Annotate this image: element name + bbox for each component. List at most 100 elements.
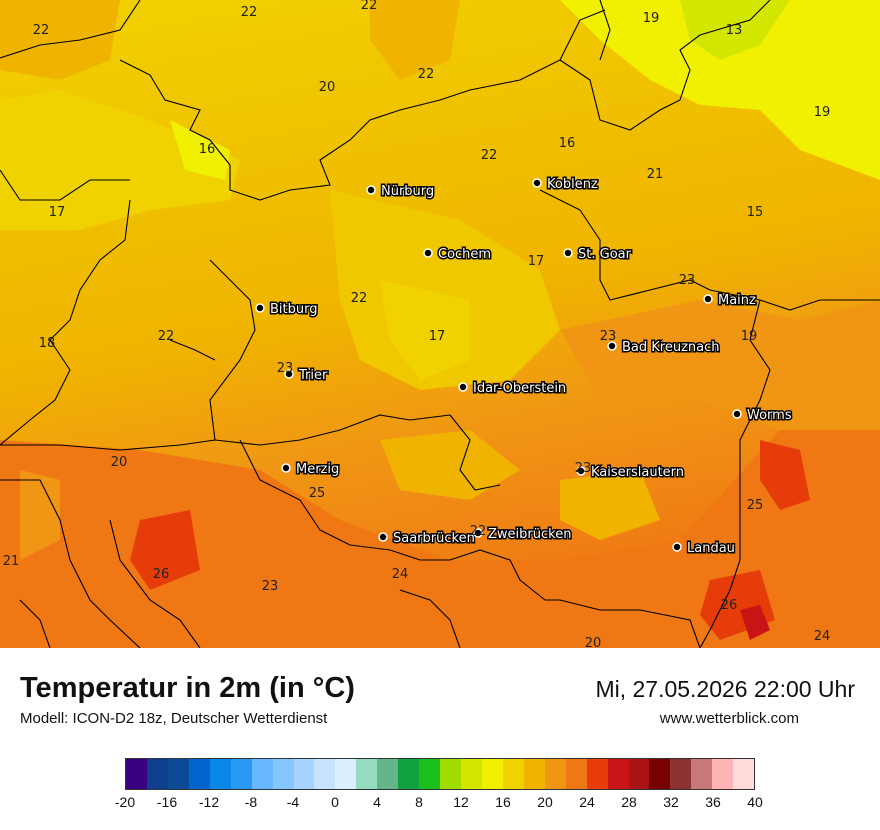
- temperature-value: 23: [262, 579, 279, 594]
- city-label: Cochem: [438, 247, 491, 262]
- city-label: Merzig: [296, 462, 339, 477]
- temperature-value: 13: [726, 23, 743, 38]
- city-marker: [281, 463, 291, 473]
- color-scale-segment: [544, 759, 566, 789]
- color-scale-segment: [146, 759, 168, 789]
- city-label: Kaiserslautern: [591, 465, 684, 480]
- temperature-value: 16: [199, 142, 216, 157]
- temperature-value: 19: [643, 11, 660, 26]
- temperature-value: 22: [481, 148, 498, 163]
- color-scale-tick: -12: [198, 794, 220, 810]
- temperature-value: 17: [429, 329, 446, 344]
- temperature-value: 22: [241, 5, 258, 20]
- color-scale-tick: -20: [114, 794, 136, 810]
- city-marker: [672, 542, 682, 552]
- city-label: Koblenz: [547, 177, 598, 192]
- temperature-field: [0, 0, 880, 648]
- color-scale-tick: 8: [415, 794, 423, 810]
- color-scale-tick: 20: [537, 794, 553, 810]
- temperature-value: 17: [49, 205, 66, 220]
- city-label: Bad Kreuznach: [622, 340, 720, 355]
- city-label: Trier: [298, 368, 328, 383]
- temperature-value: 23: [575, 461, 592, 476]
- city-label: Bitburg: [270, 302, 318, 317]
- color-scale-ticks: -20 -16 -12 -8 -4 0 4 8 12 16 20 24 28 32 36 40: [115, 794, 763, 814]
- city-marker: [458, 382, 468, 392]
- color-scale-segment: [335, 759, 357, 789]
- city-marker: [576, 466, 586, 476]
- color-scale-segment: [440, 759, 461, 789]
- temperature-value: 20: [319, 80, 336, 95]
- color-scale-tick: 0: [331, 794, 339, 810]
- city-marker: [423, 248, 433, 258]
- temperature-value: 21: [3, 554, 20, 569]
- temperature-value: 18: [39, 336, 56, 351]
- color-scale-segment: [398, 759, 420, 789]
- city-marker: [473, 528, 483, 538]
- color-scale-bar: [125, 758, 755, 790]
- temperature-value: 24: [814, 629, 831, 644]
- color-scale-segment: [419, 759, 441, 789]
- city-marker: [703, 294, 713, 304]
- color-scale-segment: [461, 759, 482, 789]
- color-scale-tick: 36: [705, 794, 721, 810]
- temperature-map: Nürburg Koblenz Cochem St. Goar Mainz Bitburg…: [0, 0, 880, 648]
- temperature-value: 25: [747, 498, 764, 513]
- temperature-value: 22: [158, 329, 175, 344]
- map-footer: Temperatur in 2m (in °C) Modell: ICON-D2…: [0, 648, 880, 830]
- color-scale-segment: [314, 759, 336, 789]
- color-scale-segment: [272, 759, 294, 789]
- color-scale-segment: [188, 759, 210, 789]
- temperature-value: 25: [309, 486, 326, 501]
- color-scale-tick: 4: [373, 794, 381, 810]
- temperature-value: 19: [814, 105, 831, 120]
- city-label: Nürburg: [381, 184, 434, 199]
- color-scale-segment: [607, 759, 629, 789]
- temperature-value: 24: [392, 567, 409, 582]
- color-scale-tick: 16: [495, 794, 511, 810]
- color-scale-segment: [565, 759, 587, 789]
- temperature-value: 21: [647, 167, 664, 182]
- color-scale-segment: [670, 759, 692, 789]
- city-marker: [378, 532, 388, 542]
- color-scale-tick: -16: [156, 794, 178, 810]
- city-label: Zweibrücken: [488, 527, 571, 542]
- temperature-value: 22: [351, 291, 368, 306]
- website-link[interactable]: www.wetterblick.com: [659, 710, 799, 727]
- temperature-value: 22: [470, 524, 487, 539]
- color-scale-segment: [628, 759, 650, 789]
- color-scale-segment: [481, 759, 503, 789]
- temperature-value: 26: [721, 598, 738, 613]
- city-label: Idar-Oberstein: [473, 381, 566, 396]
- temperature-value: 20: [111, 455, 128, 470]
- temperature-value: 19: [741, 329, 758, 344]
- city-label: St. Goar: [578, 247, 632, 262]
- city-label: Landau: [687, 541, 735, 556]
- color-scale-segment: [691, 759, 713, 789]
- city-marker: [563, 248, 573, 258]
- city-label: Saarbrücken: [393, 531, 475, 546]
- color-scale-tick: 24: [579, 794, 595, 810]
- color-scale-tick: 12: [453, 794, 469, 810]
- city-markers: Nürburg Koblenz Cochem St. Goar Mainz Bitburg…: [255, 176, 793, 558]
- temperature-value: 22: [361, 0, 378, 13]
- color-scale-segment: [649, 759, 671, 789]
- color-scale-segment: [126, 759, 147, 789]
- color-scale-segment: [586, 759, 608, 789]
- color-scale-tick: 28: [621, 794, 637, 810]
- color-scale-tick: -4: [286, 794, 300, 810]
- color-scale-segment: [209, 759, 231, 789]
- color-scale-segment: [293, 759, 315, 789]
- color-scale-segment: [167, 759, 189, 789]
- color-scale-tick: 32: [663, 794, 679, 810]
- city-label: Worms: [747, 408, 792, 423]
- city-marker: [607, 341, 617, 351]
- color-scale-segment: [377, 759, 399, 789]
- temperature-value: 20: [585, 636, 602, 648]
- city-marker: [366, 185, 376, 195]
- border-lines: [0, 0, 880, 648]
- temperature-value: 23: [679, 273, 696, 288]
- color-scale-segment: [230, 759, 252, 789]
- city-marker: [732, 409, 742, 419]
- map-title: Temperatur in 2m (in °C): [20, 672, 355, 704]
